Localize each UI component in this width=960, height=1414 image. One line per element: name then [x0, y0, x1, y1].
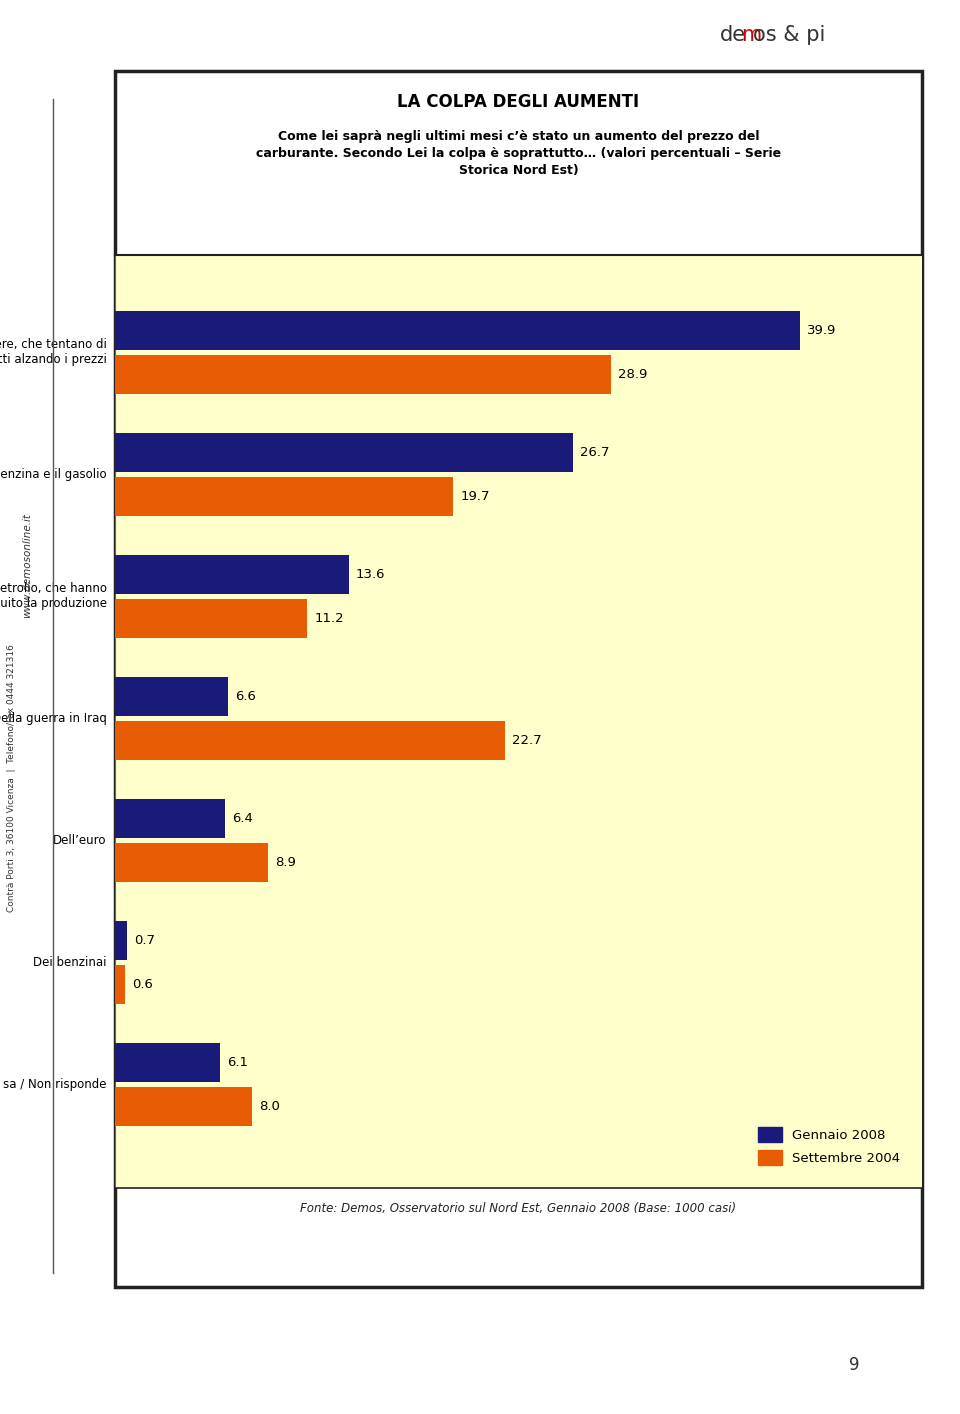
- Bar: [115, 843, 268, 881]
- Text: 26.7: 26.7: [580, 445, 610, 458]
- Text: LA COLPA DEGLI AUMENTI: LA COLPA DEGLI AUMENTI: [397, 93, 639, 110]
- Bar: [115, 554, 348, 594]
- Text: 6.1: 6.1: [227, 1056, 248, 1069]
- Text: Come lei saprà negli ultimi mesi c’è stato un aumento del prezzo del
carburante.: Come lei saprà negli ultimi mesi c’è sta…: [255, 130, 781, 177]
- Text: www.demosonline.it: www.demosonline.it: [22, 513, 32, 618]
- Text: 39.9: 39.9: [806, 324, 836, 337]
- Bar: [115, 964, 126, 1004]
- Text: 8.9: 8.9: [275, 855, 296, 868]
- Text: de: de: [720, 25, 746, 45]
- Legend: Gennaio 2008, Settembre 2004: Gennaio 2008, Settembre 2004: [752, 1120, 907, 1172]
- Text: Contrà Porti 3, 36100 Vicenza  |  Telefono/Fax 0444 321316: Contrà Porti 3, 36100 Vicenza | Telefono…: [7, 643, 16, 912]
- Text: 13.6: 13.6: [355, 567, 385, 581]
- Bar: [115, 799, 225, 837]
- Text: 22.7: 22.7: [512, 734, 541, 747]
- Text: 6.4: 6.4: [232, 812, 252, 824]
- Bar: [115, 433, 573, 472]
- Bar: [115, 598, 307, 638]
- Text: 19.7: 19.7: [460, 489, 490, 502]
- Text: 6.6: 6.6: [235, 690, 256, 703]
- Bar: [115, 721, 505, 759]
- Bar: [115, 1042, 220, 1082]
- Bar: [115, 477, 453, 516]
- Text: 0.7: 0.7: [134, 933, 156, 946]
- Text: m: m: [741, 25, 761, 45]
- Bar: [115, 355, 612, 393]
- Text: 11.2: 11.2: [314, 612, 344, 625]
- Text: 28.9: 28.9: [618, 368, 647, 380]
- Bar: [115, 677, 228, 715]
- Text: 9: 9: [850, 1356, 859, 1373]
- Bar: [115, 1086, 252, 1126]
- Text: 8.0: 8.0: [259, 1100, 280, 1113]
- Text: 0.6: 0.6: [132, 977, 154, 991]
- Text: Fonte: Demos, Osservatorio sul Nord Est, Gennaio 2008 (Base: 1000 casi): Fonte: Demos, Osservatorio sul Nord Est,…: [300, 1202, 736, 1216]
- Bar: [115, 311, 800, 349]
- Bar: [115, 921, 128, 960]
- Text: os & pi: os & pi: [753, 25, 825, 45]
